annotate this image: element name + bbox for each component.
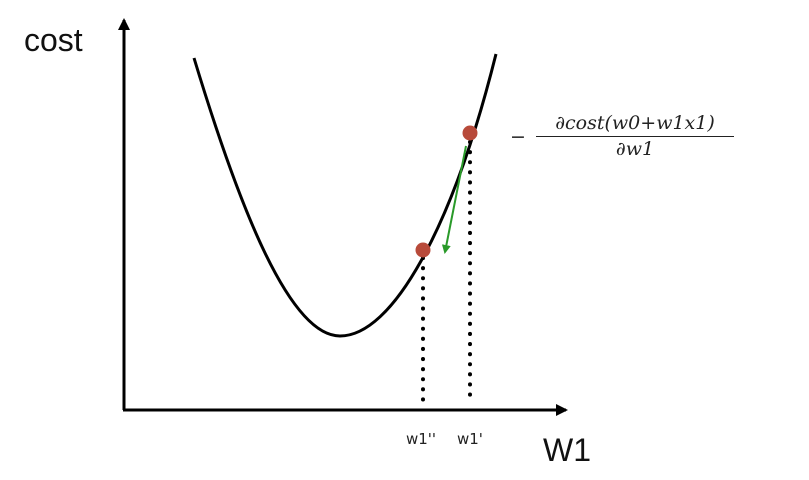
formula-fraction: ∂cost(w0+w1x1) ∂w1 [530,112,740,160]
formula-minus-sign: − [510,126,526,148]
x-axis-label: W1 [543,432,591,468]
fraction-bar [536,136,734,137]
tick-label-w1-double-prime: w1'' [406,430,437,448]
gradient-arrow [441,145,467,254]
y-axis-label: cost [24,22,83,58]
point-w1-double-prime [415,242,431,258]
cost-curve [192,53,498,338]
point-w1-prime [462,125,478,141]
formula-denominator: ∂w1 [615,138,655,160]
tick-label-w1-prime: w1' [457,430,483,448]
formula-numerator: ∂cost(w0+w1x1) [555,112,715,134]
